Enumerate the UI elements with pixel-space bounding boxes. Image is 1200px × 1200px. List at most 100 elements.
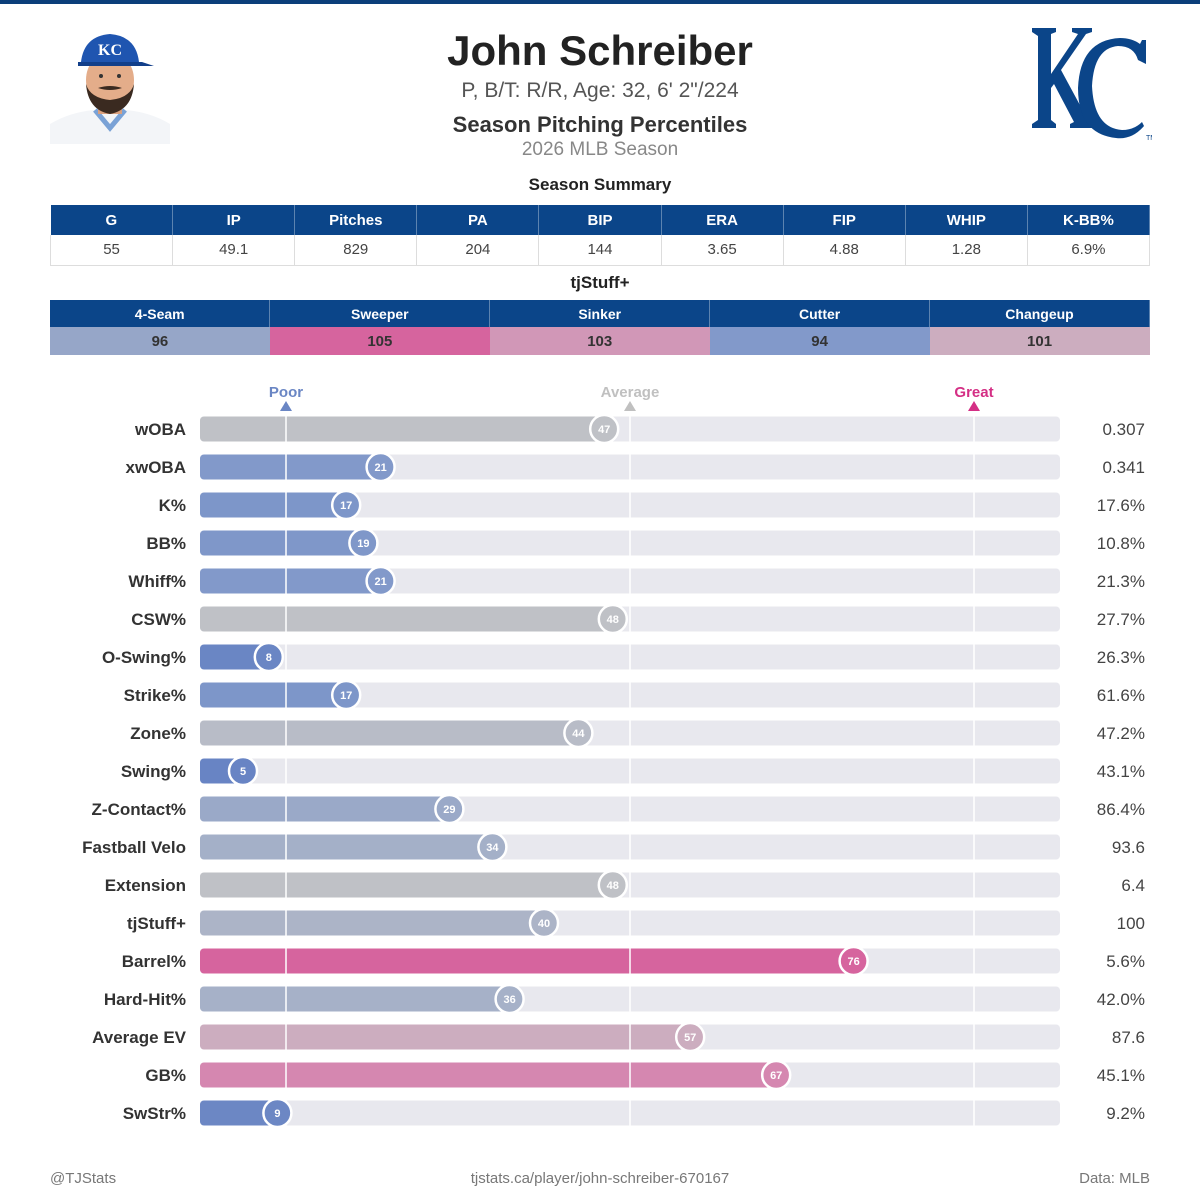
percentile-label: 5 <box>240 766 246 778</box>
percentile-circle <box>597 603 629 635</box>
metric-label: xwOBA <box>126 458 186 477</box>
percentile-bar <box>200 682 347 708</box>
metric-value: 5.6% <box>1106 952 1145 971</box>
report-title: Season Pitching Percentiles <box>452 112 748 137</box>
team-logo: TM <box>1026 24 1156 144</box>
percentile-bar <box>200 720 579 746</box>
percentile-circle <box>330 489 362 521</box>
percentile-bar <box>200 910 544 936</box>
percentile-bar <box>200 416 605 442</box>
percentile-label: 29 <box>443 804 455 816</box>
percentile-circle <box>348 527 379 559</box>
metric-value: 87.6 <box>1112 1028 1145 1047</box>
summary-header-cell: ERA <box>661 205 784 235</box>
marker-arrow-icon <box>624 401 636 411</box>
metric-value: 9.2% <box>1106 1104 1145 1123</box>
metric-value: 42.0% <box>1097 990 1145 1009</box>
tjstuff-table: 4-Seam Sweeper Sinker Cutter Changeup 96 105 1… <box>50 300 1150 355</box>
metric-value: 0.307 <box>1102 420 1145 439</box>
summary-value-cell: 6.9% <box>1027 235 1151 266</box>
pitch-type-header: 4-Seam <box>50 300 271 327</box>
summary-value-cell: 4.88 <box>783 235 906 266</box>
pitch-stuff-value: 96 <box>50 327 270 355</box>
metric-label: O-Swing% <box>102 648 186 667</box>
metric-label: Swing% <box>121 762 186 781</box>
metric-label: BB% <box>146 534 186 553</box>
summary-header-cell: WHIP <box>905 205 1028 235</box>
pitch-stuff-value: 103 <box>489 327 710 355</box>
metric-label: tjStuff+ <box>127 914 186 933</box>
percentile-bar <box>200 948 854 974</box>
metric-label: Average EV <box>92 1028 187 1047</box>
marker-label-poor: Poor <box>269 384 303 401</box>
metric-label: Z-Contact% <box>92 800 186 819</box>
metric-value: 10.8% <box>1097 534 1145 553</box>
metric-value: 93.6 <box>1112 838 1145 857</box>
summary-value-cell: 829 <box>294 235 418 266</box>
footer-handle: @TJStats <box>50 1170 117 1187</box>
percentile-label: 8 <box>266 652 272 664</box>
summary-header-cell: BIP <box>538 205 662 235</box>
footer-url: tjstats.ca/player/john-schreiber-670167 <box>470 1170 730 1187</box>
percentile-label: 19 <box>357 538 369 550</box>
percentile-circle <box>528 907 560 939</box>
percentile-bar <box>200 530 364 556</box>
footer-source: Data: MLB <box>1079 1170 1150 1187</box>
percentile-chart: Poor Average Great wOBA 0.307 xwOBA 0.341 K% 17.… <box>82 384 1145 1129</box>
percentile-circle <box>253 641 285 673</box>
percentile-label: 21 <box>374 462 386 474</box>
percentile-circle <box>227 755 259 787</box>
percentile-circle <box>494 983 525 1015</box>
summary-header-cell: G <box>50 205 174 235</box>
percentile-bar <box>200 1062 777 1088</box>
season-label: 2026 MLB Season <box>521 139 679 160</box>
metric-label: Hard-Hit% <box>104 990 186 1009</box>
summary-value-cell: 55 <box>49 235 174 266</box>
summary-header-cell: FIP <box>783 205 906 235</box>
percentile-bar <box>200 492 347 518</box>
svg-text:TM: TM <box>1146 135 1152 142</box>
summary-header-cell: PA <box>416 205 540 235</box>
metric-label: Barrel% <box>122 952 186 971</box>
player-name: John Schreiber <box>447 27 753 74</box>
percentile-bar <box>200 454 381 480</box>
percentile-circle <box>588 413 620 445</box>
percentile-bar <box>200 986 510 1012</box>
marker-arrow-icon <box>968 401 980 411</box>
percentile-label: 47 <box>598 424 610 436</box>
metric-value: 43.1% <box>1097 762 1145 781</box>
metric-value: 100 <box>1117 914 1145 933</box>
top-accent-bar <box>0 0 1200 4</box>
percentile-circle <box>365 451 396 483</box>
percentile-label: 44 <box>572 728 585 740</box>
summary-header-cell: K-BB% <box>1027 205 1151 235</box>
percentile-bar <box>200 796 450 822</box>
metric-value: 6.4 <box>1121 876 1145 895</box>
metric-value: 86.4% <box>1097 800 1145 819</box>
metric-value: 21.3% <box>1097 572 1145 591</box>
pitch-type-header: Sweeper <box>269 300 491 327</box>
metric-label: Extension <box>105 876 186 895</box>
percentile-circle <box>838 945 869 977</box>
percentile-circle <box>674 1021 706 1053</box>
metric-label: Zone% <box>130 724 186 743</box>
pitch-type-header: Cutter <box>709 300 931 327</box>
pitch-type-header: Sinker <box>489 300 711 327</box>
pitch-stuff-value: 101 <box>929 327 1150 355</box>
metric-label: K% <box>159 496 186 515</box>
percentile-label: 40 <box>538 918 550 930</box>
percentile-label: 67 <box>770 1070 782 1082</box>
summary-header-cell: IP <box>172 205 296 235</box>
metric-label: Strike% <box>124 686 186 705</box>
player-info: P, B/T: R/R, Age: 32, 6' 2"/224 <box>461 79 739 102</box>
pitch-type-header: Changeup <box>929 300 1150 327</box>
percentile-bar <box>200 1024 691 1050</box>
header: John Schreiber P, B/T: R/R, Age: 32, 6' … <box>200 28 1000 162</box>
percentile-circle <box>563 717 594 749</box>
summary-value-cell: 144 <box>538 235 662 266</box>
metric-value: 27.7% <box>1097 610 1145 629</box>
marker-label-average: Average <box>601 384 660 401</box>
percentile-circle <box>597 869 629 901</box>
metric-label: SwStr% <box>123 1104 186 1123</box>
metric-value: 26.3% <box>1097 648 1145 667</box>
